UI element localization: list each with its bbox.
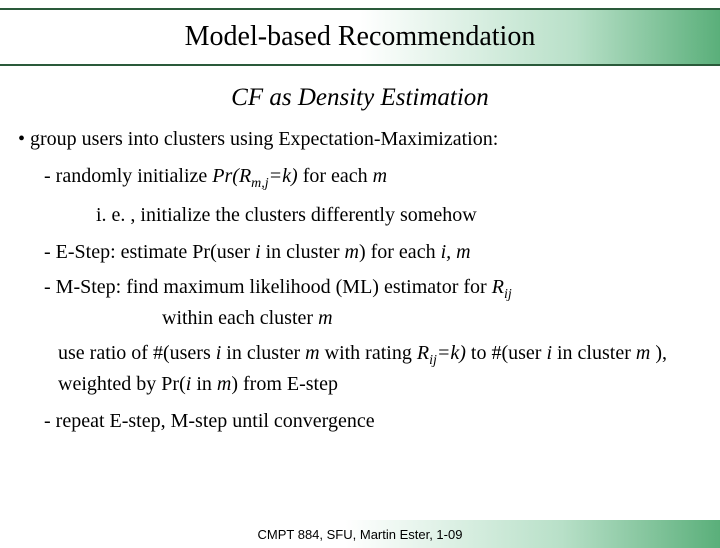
slide-title: Model-based Recommendation [185, 21, 536, 53]
footer-bar: CMPT 884, SFU, Martin Ester, 1-09 [0, 520, 720, 548]
m: m [305, 342, 319, 364]
text: in cluster [261, 241, 345, 263]
text: in cluster [552, 342, 636, 364]
m: m [318, 307, 332, 329]
text: ) from E-step [231, 373, 338, 395]
R: Rij [492, 276, 512, 298]
text: for each [298, 165, 373, 187]
slide-content: • group users into clusters using Expect… [0, 126, 720, 435]
m: m [345, 241, 359, 263]
R: Rij [417, 342, 437, 364]
r: R [417, 342, 429, 364]
m: m [373, 165, 387, 187]
r: R [492, 276, 504, 298]
text: - M-Step: find maximum likelihood (ML) e… [44, 276, 492, 298]
eqk: =k) [437, 342, 466, 364]
text: in cluster [221, 342, 305, 364]
text: use ratio of #(users [58, 342, 216, 364]
m: m [217, 373, 231, 395]
sub-ij: ij [429, 353, 437, 368]
within-line: within each cluster m [162, 305, 702, 332]
m: m [636, 342, 650, 364]
sub-note: i. e. , initialize the clusters differen… [96, 202, 702, 229]
text: with rating [320, 342, 417, 364]
text: - randomly initialize [44, 165, 212, 187]
bullet-main: • group users into clusters using Expect… [18, 126, 702, 153]
slide-subtitle: CF as Density Estimation [0, 84, 720, 112]
text: in [191, 373, 217, 395]
dash-item-2: - E-Step: estimate Pr(user i in cluster … [44, 239, 702, 266]
dash-item-4: - repeat E-step, M-step until convergenc… [44, 408, 702, 435]
text-italic: Pr(Rm,j=k) [212, 165, 297, 187]
text: ) for each [359, 241, 441, 263]
dash-item-3: - M-Step: find maximum likelihood (ML) e… [44, 274, 702, 332]
eqk: =k) [269, 165, 298, 187]
footer-text: CMPT 884, SFU, Martin Ester, 1-09 [258, 527, 463, 542]
text: - E-Step: estimate Pr(user [44, 241, 255, 263]
title-bar: Model-based Recommendation [0, 8, 720, 66]
im: i, m [441, 241, 471, 263]
sub-mj: m,j [251, 176, 269, 191]
text: within each cluster [162, 307, 318, 329]
pr: Pr(R [212, 165, 251, 187]
text: to #(user [466, 342, 547, 364]
sub-ij: ij [504, 287, 512, 302]
ratio-note: use ratio of #(users i in cluster m with… [58, 340, 702, 398]
dash-item-1: - randomly initialize Pr(Rm,j=k) for eac… [44, 163, 702, 194]
